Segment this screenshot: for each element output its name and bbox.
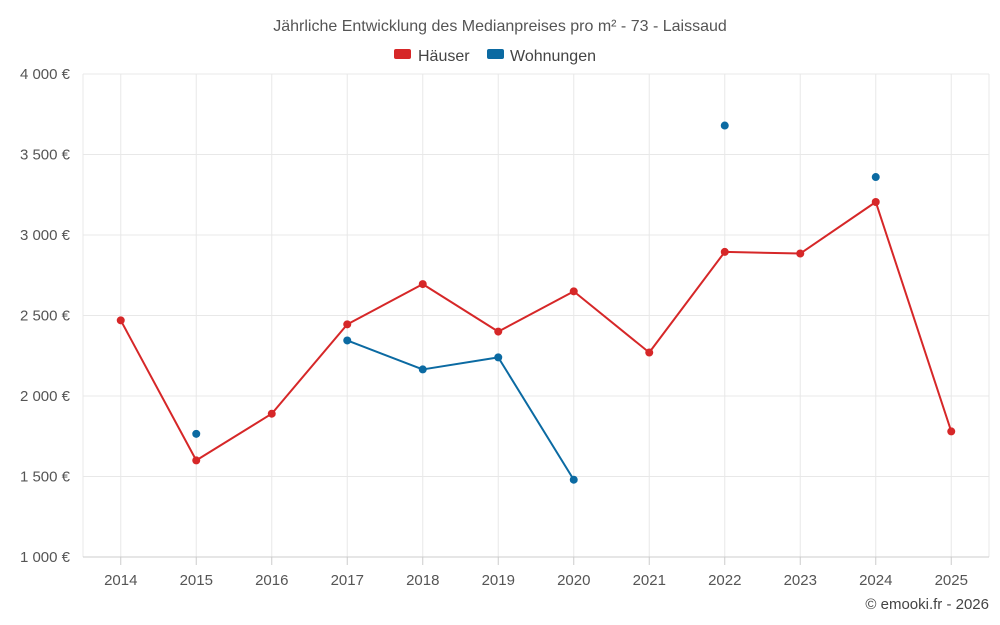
x-tick-label: 2025 (935, 572, 968, 589)
data-point[interactable] (569, 475, 578, 484)
y-tick-label: 1 500 € (20, 469, 71, 486)
data-point[interactable] (267, 409, 276, 418)
data-point[interactable] (192, 456, 201, 465)
x-tick-label: 2018 (406, 572, 439, 589)
data-point[interactable] (192, 429, 201, 438)
series-haeuser (116, 197, 956, 465)
legend-item-wohnungen[interactable]: Wohnungen (487, 48, 596, 65)
x-tick-label: 2020 (557, 572, 590, 589)
y-tick-label: 3 000 € (20, 227, 71, 244)
y-tick-label: 4 000 € (20, 66, 71, 83)
x-tick-label: 2022 (708, 572, 741, 589)
y-tick-label: 2 500 € (20, 308, 71, 325)
data-point[interactable] (418, 365, 427, 374)
legend-swatch-haeuser (394, 49, 411, 59)
data-point[interactable] (494, 327, 503, 336)
data-point[interactable] (569, 287, 578, 296)
y-tick-label: 1 000 € (20, 549, 71, 566)
data-point[interactable] (871, 197, 880, 206)
legend-swatch-wohnungen (487, 49, 504, 59)
data-point[interactable] (796, 249, 805, 258)
x-tick-label: 2016 (255, 572, 288, 589)
grid (82, 73, 990, 558)
legend: Häuser Wohnungen (394, 48, 596, 65)
series-wohnungen (192, 121, 880, 484)
x-tick-label: 2023 (784, 572, 817, 589)
x-axis: 2014 2015 2016 2017 2018 2019 2020 2021 2022 2023… (104, 557, 968, 589)
x-tick-label: 2024 (859, 572, 892, 589)
legend-label-haeuser: Häuser (418, 48, 470, 65)
x-tick-label: 2014 (104, 572, 137, 589)
data-point[interactable] (418, 280, 427, 289)
data-point[interactable] (116, 316, 125, 325)
data-point[interactable] (947, 427, 956, 436)
series-line (119, 200, 953, 462)
data-point[interactable] (494, 353, 503, 362)
x-tick-label: 2019 (482, 572, 515, 589)
series-line (346, 339, 575, 481)
y-tick-label: 2 000 € (20, 388, 71, 405)
chart-title: Jährliche Entwicklung des Medianpreises … (273, 18, 727, 35)
y-axis: 1 000 € 1 500 € 2 000 € 2 500 € 3 000 € 3 500… (20, 66, 71, 566)
data-point[interactable] (343, 320, 352, 329)
y-tick-label: 3 500 € (20, 147, 71, 164)
plot-area (116, 121, 956, 484)
x-tick-label: 2021 (633, 572, 666, 589)
data-point[interactable] (720, 121, 729, 130)
data-point[interactable] (871, 173, 880, 182)
data-point[interactable] (645, 348, 654, 357)
x-tick-label: 2015 (180, 572, 213, 589)
data-point[interactable] (343, 336, 352, 345)
legend-item-haeuser[interactable]: Häuser (394, 48, 470, 65)
credit-text: © emooki.fr - 2026 (865, 596, 989, 613)
data-point[interactable] (720, 247, 729, 256)
legend-label-wohnungen: Wohnungen (510, 48, 596, 65)
x-tick-label: 2017 (331, 572, 364, 589)
